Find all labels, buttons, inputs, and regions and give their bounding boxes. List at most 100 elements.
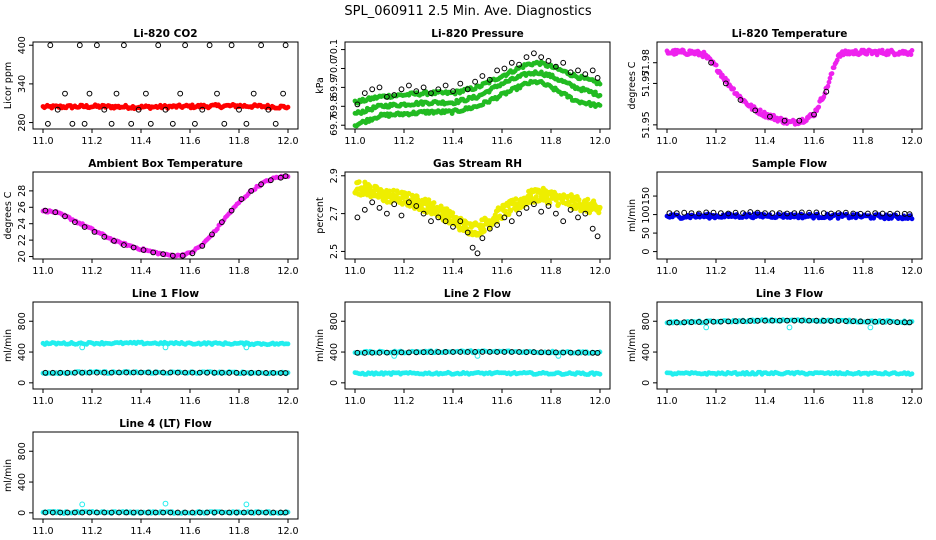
- data-point-2-5-min-ave: [887, 319, 893, 325]
- data-point-2-5-min-ave: [116, 509, 122, 516]
- x-tick-label: 11.2: [81, 526, 102, 537]
- y-tick-label: 340: [17, 75, 28, 93]
- data-point-2-5-min-ave: [219, 369, 225, 376]
- data-point-2-5-min-ave: [413, 203, 420, 209]
- data-point-raw: [825, 83, 831, 89]
- data-points: [352, 50, 603, 129]
- data-point-2-5-min-ave: [428, 349, 434, 356]
- data-point-2-5-min-ave: [152, 509, 159, 516]
- data-point-2-5-min-ave: [228, 42, 235, 49]
- data-points: [664, 47, 915, 127]
- y-axis-label: Licor ppm: [3, 62, 14, 109]
- data-point-2-5-min-ave: [575, 214, 581, 221]
- data-point-2-5-min-ave: [843, 318, 849, 325]
- data-point-2-5-min-ave: [52, 209, 59, 216]
- data-point-2-5-min-ave: [138, 369, 144, 376]
- data-point-2-5-min-ave: [688, 210, 695, 217]
- data-point-2-5-min-ave: [72, 369, 78, 376]
- panel-line-3-flow: Line 3 Flow 11.0 11.2 11.4 11.6 11.8 12.0 0 400 8…: [627, 288, 923, 407]
- data-point-2-5-min-ave: [553, 210, 559, 217]
- data-point-2-5-min-ave: [263, 509, 269, 516]
- data-point-2-5-min-ave: [182, 42, 189, 49]
- data-point-2-5-min-ave: [442, 82, 449, 89]
- data-point-2-5-min-ave: [219, 509, 225, 516]
- data-point-2-5-min-ave: [872, 210, 879, 217]
- data-point-2-5-min-ave: [567, 349, 574, 356]
- data-point-2-5-min-ave: [391, 349, 398, 356]
- data-point-raw-upper: [285, 341, 291, 347]
- y-tick-label: 26: [17, 201, 28, 213]
- data-point-2-5-min-ave: [472, 349, 479, 355]
- data-point-2-5-min-ave: [62, 213, 68, 220]
- data-point-2-5-min-ave: [145, 369, 152, 376]
- x-tick-label: 11.2: [705, 266, 726, 277]
- data-point-raw: [713, 62, 719, 68]
- x-tick-label: 11.2: [705, 136, 726, 147]
- x-tick-label: 11.0: [656, 266, 677, 277]
- data-point-2-5-min-ave: [111, 238, 117, 244]
- x-tick-label: 11.2: [393, 266, 414, 277]
- data-point-2-5-min-ave: [752, 107, 759, 114]
- data-point-2-5-min-ave: [681, 319, 688, 326]
- data-point-2-5-min-ave: [798, 317, 805, 324]
- x-tick-label: 11.2: [81, 266, 102, 277]
- data-point-2-5-min-ave: [538, 54, 545, 60]
- y-tick-label: 69.9: [329, 77, 340, 98]
- data-point-2-5-min-ave: [582, 210, 589, 217]
- data-point-2-5-min-ave: [263, 370, 269, 376]
- data-point-2-5-min-ave: [508, 59, 515, 66]
- data-point-2-5-min-ave: [516, 349, 522, 355]
- plot-frame: [32, 431, 299, 520]
- panel-line-2-flow: Line 2 Flow 11.0 11.2 11.4 11.6 11.8 12.0 0 400 8…: [315, 288, 611, 407]
- y-tick-label: 800: [641, 312, 652, 330]
- data-point-2-5-min-ave: [450, 223, 456, 230]
- data-point-2-5-min-ave: [384, 93, 390, 100]
- data-point-2-5-min-ave: [91, 229, 98, 235]
- data-point-raw: [356, 179, 362, 185]
- data-point-2-5-min-ave: [666, 210, 673, 217]
- data-point-2-5-min-ave: [442, 218, 449, 225]
- data-point-2-5-min-ave: [553, 349, 559, 356]
- y-tick-label: 51.98: [641, 49, 652, 76]
- data-point-2-5-min-ave: [718, 318, 724, 325]
- data-point-2-5-min-ave: [486, 225, 493, 232]
- data-point-raw: [826, 79, 832, 85]
- data-point-raw: [481, 228, 487, 234]
- data-point-2-5-min-ave: [179, 252, 186, 259]
- data-points: [664, 209, 915, 222]
- data-point-2-5-min-ave: [776, 210, 783, 217]
- y-axis-label: degrees C: [627, 61, 638, 109]
- data-point-2-5-min-ave: [673, 319, 680, 326]
- data-point-2-5-min-ave: [428, 218, 434, 225]
- y-axis-label: kPa: [315, 77, 326, 94]
- data-point-2-5-min-ave: [486, 349, 493, 355]
- data-point-raw: [731, 86, 736, 92]
- data-point-outliers: [162, 500, 169, 507]
- data-point-2-5-min-ave: [857, 210, 864, 217]
- y-tick-label: 400: [641, 343, 652, 361]
- data-point-2-5-min-ave: [160, 509, 167, 516]
- data-point-2-5-min-ave: [79, 369, 86, 376]
- data-point-2-5-min-ave: [204, 509, 211, 516]
- x-tick-label: 11.6: [803, 396, 824, 407]
- x-tick-label: 11.4: [754, 266, 775, 277]
- plot-frame: [656, 301, 923, 390]
- x-tick-label: 11.4: [442, 396, 463, 407]
- x-tick-label: 12.0: [277, 526, 298, 537]
- data-point-2-5-min-ave: [406, 82, 412, 89]
- data-point-2-5-min-ave: [857, 318, 864, 325]
- data-point-raw: [909, 216, 915, 222]
- y-axis-label: ml/min: [627, 199, 638, 232]
- x-tick-label: 11.2: [393, 396, 414, 407]
- data-point-2-5-min-ave: [732, 318, 739, 325]
- data-point-2-5-min-ave: [828, 210, 834, 217]
- data-point-2-5-min-ave: [523, 205, 530, 211]
- data-point-2-5-min-ave: [776, 317, 783, 324]
- data-point-2-5-min-ave: [732, 209, 739, 216]
- data-point-2-5-min-ave: [214, 90, 220, 97]
- panel-title: Line 4 (LT) Flow: [119, 418, 212, 430]
- data-points: [40, 173, 291, 259]
- data-point-outliers: [786, 324, 793, 331]
- y-tick-label: 0: [17, 380, 28, 386]
- data-point-2-5-min-ave: [508, 218, 515, 225]
